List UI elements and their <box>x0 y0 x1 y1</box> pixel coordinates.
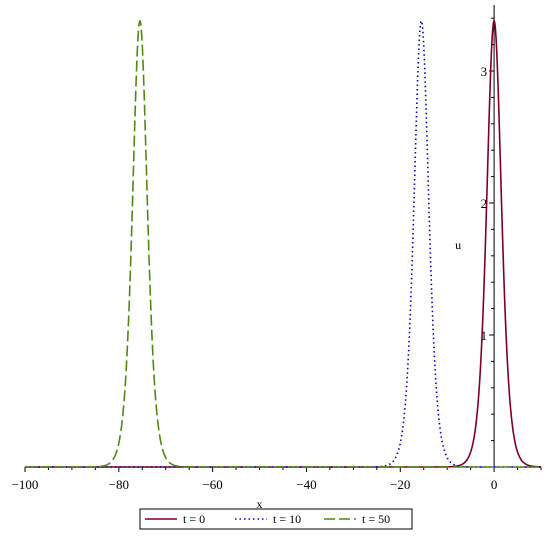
y-tick-label: 1 <box>481 328 488 343</box>
x-tick-label: −20 <box>390 477 410 492</box>
legend-box <box>139 508 413 530</box>
curves <box>24 20 542 468</box>
x-tick-label: −100 <box>12 477 39 492</box>
x-tick-label: 0 <box>491 477 498 492</box>
legend-label-1: t = 0 <box>183 512 205 526</box>
legend-label-2: t = 10 <box>273 512 301 526</box>
legend: t = 0 t = 10 t = 50 <box>139 508 413 530</box>
legend-label-3: t = 50 <box>362 512 390 526</box>
x-tick-label: −60 <box>202 477 222 492</box>
y-axis-label: u <box>455 238 461 252</box>
tick-labels: −100 −80 −60 −40 −20 0 1 2 3 <box>12 64 498 492</box>
x-tick-label: −40 <box>296 477 316 492</box>
y-tick-label: 2 <box>481 196 488 211</box>
series-line-3 <box>24 20 542 468</box>
y-tick-label: 3 <box>481 64 488 79</box>
series-line-2 <box>24 20 542 468</box>
x-axis-label: x <box>257 497 263 511</box>
axes <box>24 5 542 472</box>
x-tick-label: −80 <box>109 477 129 492</box>
series-line-1 <box>24 20 542 468</box>
